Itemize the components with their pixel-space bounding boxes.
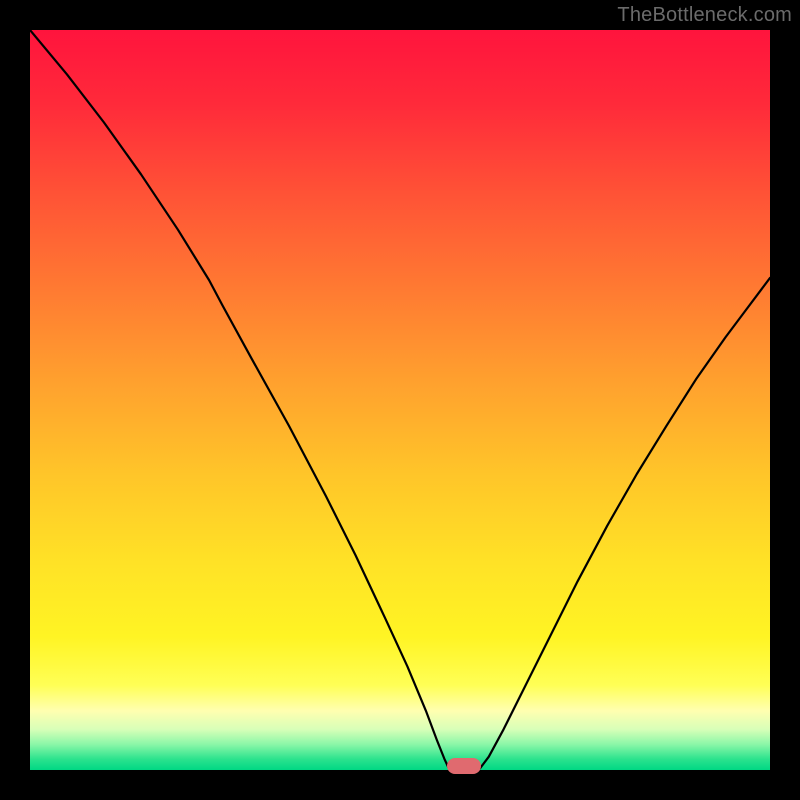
watermark-text: TheBottleneck.com bbox=[617, 4, 792, 27]
gradient-background bbox=[30, 30, 770, 770]
plot-svg bbox=[30, 30, 770, 770]
optimal-point-marker bbox=[447, 758, 481, 774]
plot-area bbox=[30, 30, 770, 770]
chart-frame: TheBottleneck.com bbox=[0, 0, 800, 800]
